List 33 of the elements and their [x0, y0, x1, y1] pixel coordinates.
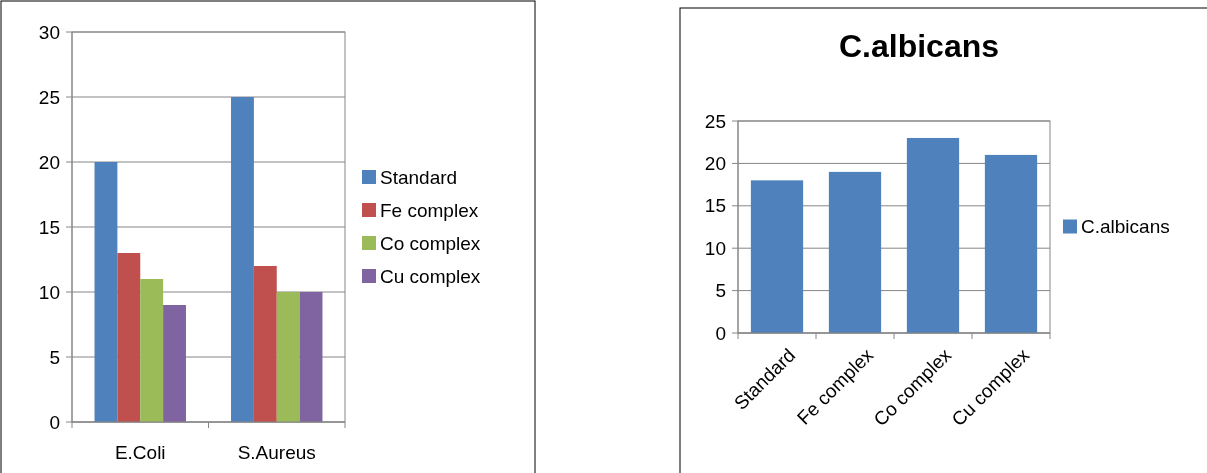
y-tick-label: 10	[704, 237, 726, 259]
y-tick-label: 10	[38, 281, 60, 303]
legend-label: Standard	[380, 166, 458, 188]
bar	[231, 97, 254, 422]
y-tick-label: 5	[715, 280, 726, 302]
bar	[163, 305, 186, 422]
bar	[984, 154, 1038, 333]
bar	[750, 180, 804, 333]
bar	[117, 253, 141, 422]
x-tick-label: S.Aureus	[237, 442, 316, 463]
bar	[828, 171, 882, 333]
legend-label: Co complex	[380, 232, 481, 254]
chart-title: C.albicans	[838, 28, 1000, 64]
legend-label: Cu complex	[380, 265, 481, 287]
y-tick-label: 0	[49, 411, 60, 433]
y-tick-label: 20	[38, 151, 60, 173]
bar	[94, 162, 118, 422]
bar	[906, 137, 960, 333]
y-tick-label: 0	[715, 322, 726, 344]
legend-label: C.albicans	[1081, 216, 1170, 238]
x-tick-label: E.Coli	[114, 442, 166, 463]
bar	[140, 279, 164, 422]
bar	[299, 292, 323, 422]
y-tick-label: 15	[38, 216, 60, 238]
y-tick-label: 25	[38, 86, 60, 108]
bar	[276, 292, 300, 422]
y-tick-label: 5	[49, 346, 60, 368]
y-tick-label: 20	[704, 153, 726, 175]
bar	[253, 266, 277, 422]
y-tick-label: 15	[704, 195, 726, 217]
y-tick-label: 30	[38, 21, 60, 43]
legend-label: Fe complex	[380, 199, 479, 221]
y-tick-label: 25	[704, 110, 726, 132]
